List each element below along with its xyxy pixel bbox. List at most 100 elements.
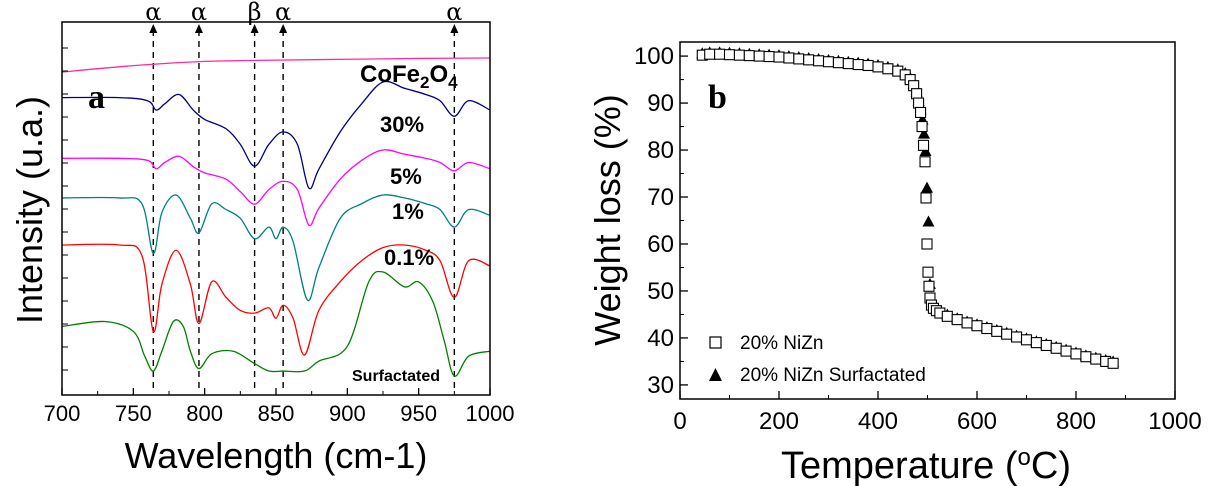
marker-arrowhead xyxy=(149,24,158,33)
spectrum-line xyxy=(61,149,491,227)
point-square xyxy=(920,192,932,204)
x-tick-label-b: 1000 xyxy=(1148,408,1201,435)
point-square xyxy=(803,54,815,66)
x-tick-label-b: 600 xyxy=(957,408,997,435)
x-axis-title-b: Temperature (oC) xyxy=(781,444,1071,486)
series-label-part: 4 xyxy=(448,73,458,92)
point-square xyxy=(961,317,973,329)
marker-label: α xyxy=(191,0,207,26)
y-axis-title-a: Intensity (u.a.) xyxy=(9,96,50,324)
point-square xyxy=(822,56,835,68)
point-square xyxy=(1001,328,1013,340)
legend-marker-open-square xyxy=(709,336,722,349)
point-square xyxy=(763,51,775,63)
x-axis-ticks-a: 700 750 800 850 900 950 1000 xyxy=(44,388,515,426)
point-square xyxy=(941,310,953,322)
scatter-points xyxy=(696,46,1120,369)
x-tick-label-a: 700 xyxy=(44,401,81,426)
y-tick-label-b: 70 xyxy=(647,184,674,211)
point-triangle xyxy=(918,127,931,139)
series-label: Surfactated xyxy=(352,368,440,385)
point-square xyxy=(743,50,755,62)
y-tick-label-b: 80 xyxy=(647,137,674,164)
point-square xyxy=(813,55,825,67)
marker-lines xyxy=(152,30,456,388)
point-square xyxy=(1020,334,1033,346)
point-square xyxy=(915,106,927,119)
point-square xyxy=(1107,357,1119,369)
x-axis-ticks-b: 0 200 400 600 800 1000 xyxy=(673,391,1202,435)
point-square xyxy=(753,50,765,62)
x-axis-title-b-end: C) xyxy=(1031,445,1071,486)
series-label: 0.1% xyxy=(384,245,434,270)
legend-marker-filled-triangle xyxy=(709,368,722,381)
marker-arrowhead xyxy=(194,24,203,33)
x-tick-label-a: 750 xyxy=(115,401,152,426)
spectrum-line xyxy=(61,270,491,377)
x-axis-title-b-superscript: o xyxy=(1018,444,1031,471)
point-triangle xyxy=(922,215,935,227)
point-square xyxy=(773,51,785,63)
marker-label: α xyxy=(275,0,291,26)
x-tick-label-b: 800 xyxy=(1056,408,1096,435)
legend-label-nizn: 20% NiZn xyxy=(740,333,823,354)
x-tick-label-a: 800 xyxy=(186,401,223,426)
point-square xyxy=(1070,348,1082,360)
point-square xyxy=(917,139,930,151)
panel-letter-a: a xyxy=(88,79,105,116)
point-square xyxy=(951,314,963,326)
series-label-part: O xyxy=(429,61,448,88)
y-tick-label-b: 60 xyxy=(647,231,674,258)
point-square xyxy=(882,63,894,75)
point-square xyxy=(1080,351,1092,363)
spectrum-line xyxy=(61,243,491,356)
spectrum-line xyxy=(61,194,491,302)
marker-arrowhead xyxy=(450,24,459,33)
point-square xyxy=(922,266,934,278)
point-square xyxy=(1090,353,1102,365)
marker-arrowhead xyxy=(279,24,288,33)
y-axis-ticks-a xyxy=(62,47,68,371)
point-square xyxy=(991,325,1003,337)
point-square xyxy=(1030,337,1042,349)
point-square xyxy=(832,57,844,69)
point-square xyxy=(783,52,795,64)
series-label: 30% xyxy=(380,112,424,137)
x-tick-label-a: 950 xyxy=(400,401,437,426)
series-label-part: 2 xyxy=(420,73,429,92)
series-labels: CoFe2O4 30% 5% 1% 0.1% Surfactated xyxy=(352,61,458,385)
y-tick-label-b: 40 xyxy=(647,325,674,352)
point-square xyxy=(916,121,928,133)
point-triangle xyxy=(921,181,934,193)
point-square xyxy=(911,88,923,100)
y-tick-label-b: 50 xyxy=(647,278,674,305)
x-tick-label-a: 1000 xyxy=(466,401,515,426)
point-square xyxy=(971,320,983,332)
point-square xyxy=(1050,342,1062,354)
series-label: 5% xyxy=(390,164,422,189)
spectrum-line xyxy=(61,80,491,190)
point-square xyxy=(852,58,864,71)
point-square xyxy=(923,280,935,292)
point-square xyxy=(842,58,854,70)
y-axis-title-b: Weight loss (%) xyxy=(587,94,628,345)
point-square xyxy=(921,238,933,250)
point-square xyxy=(1011,331,1023,343)
point-square xyxy=(733,49,745,61)
y-axis-ticks-b: 30 40 50 60 70 80 90 100 xyxy=(634,43,688,399)
point-square xyxy=(704,48,716,60)
marker-arrowhead xyxy=(250,24,259,33)
x-axis-title-a: Wavelength (cm-1) xyxy=(125,435,428,476)
x-tick-label-a: 900 xyxy=(329,401,366,426)
series-label: CoFe2O4 xyxy=(360,61,458,92)
series-label: 1% xyxy=(392,199,424,224)
marker-label: α xyxy=(145,0,161,26)
point-square xyxy=(714,48,726,60)
x-tick-label-a: 850 xyxy=(258,401,295,426)
point-square xyxy=(723,49,736,61)
panel-letter-b: b xyxy=(708,79,727,116)
point-square xyxy=(862,59,874,72)
